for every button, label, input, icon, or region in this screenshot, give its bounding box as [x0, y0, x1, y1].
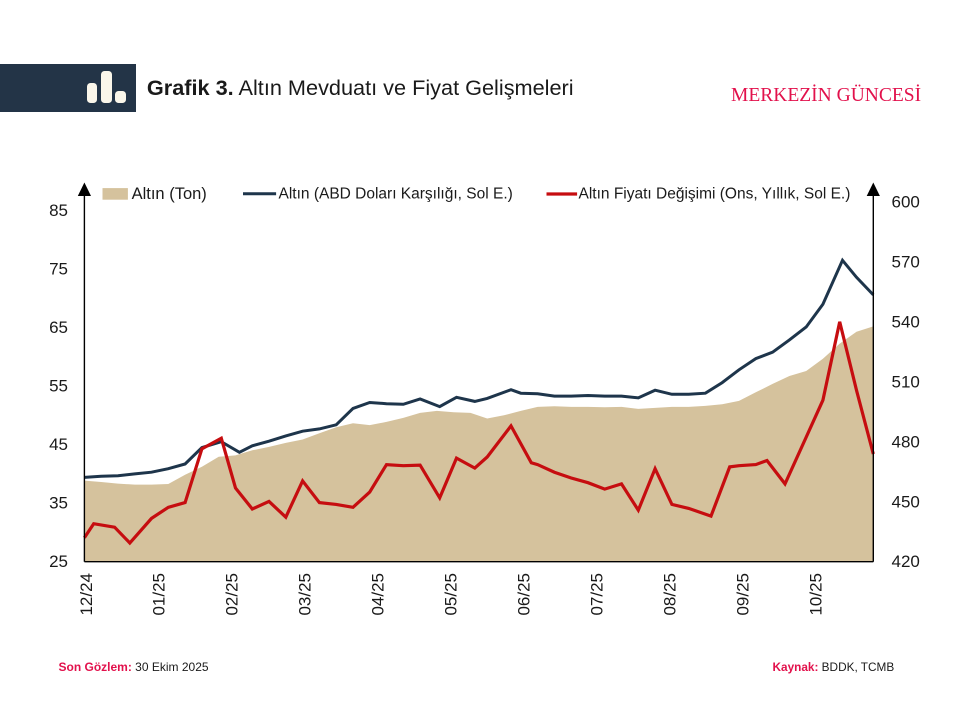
svg-text:450: 450: [892, 492, 920, 511]
svg-text:420: 420: [892, 552, 920, 571]
svg-text:35: 35: [49, 494, 68, 513]
svg-text:05/25: 05/25: [442, 573, 461, 616]
svg-text:10/25: 10/25: [807, 573, 826, 616]
svg-text:510: 510: [892, 373, 920, 392]
svg-text:Altın (ABD Doları Karşılığı, S: Altın (ABD Doları Karşılığı, Sol E.): [279, 186, 513, 203]
svg-text:03/25: 03/25: [296, 573, 315, 616]
svg-text:09/25: 09/25: [734, 573, 753, 616]
svg-text:08/25: 08/25: [661, 573, 680, 616]
svg-text:25: 25: [49, 552, 68, 571]
svg-text:04/25: 04/25: [369, 573, 388, 616]
svg-text:12/24: 12/24: [77, 573, 96, 616]
svg-text:55: 55: [49, 377, 68, 396]
svg-text:45: 45: [49, 435, 68, 454]
svg-text:65: 65: [49, 318, 68, 337]
svg-text:600: 600: [892, 193, 920, 212]
svg-text:01/25: 01/25: [150, 573, 169, 616]
svg-text:07/25: 07/25: [588, 573, 607, 616]
svg-text:540: 540: [892, 313, 920, 332]
svg-text:85: 85: [49, 201, 68, 220]
svg-text:02/25: 02/25: [223, 573, 242, 616]
svg-text:Altın (Ton): Altın (Ton): [132, 185, 207, 203]
svg-text:Altın Fiyatı Değişimi (Ons, Yı: Altın Fiyatı Değişimi (Ons, Yıllık, Sol …: [579, 186, 851, 203]
svg-text:570: 570: [892, 253, 920, 272]
svg-text:480: 480: [892, 432, 920, 451]
svg-text:06/25: 06/25: [515, 573, 534, 616]
svg-text:75: 75: [49, 260, 68, 279]
